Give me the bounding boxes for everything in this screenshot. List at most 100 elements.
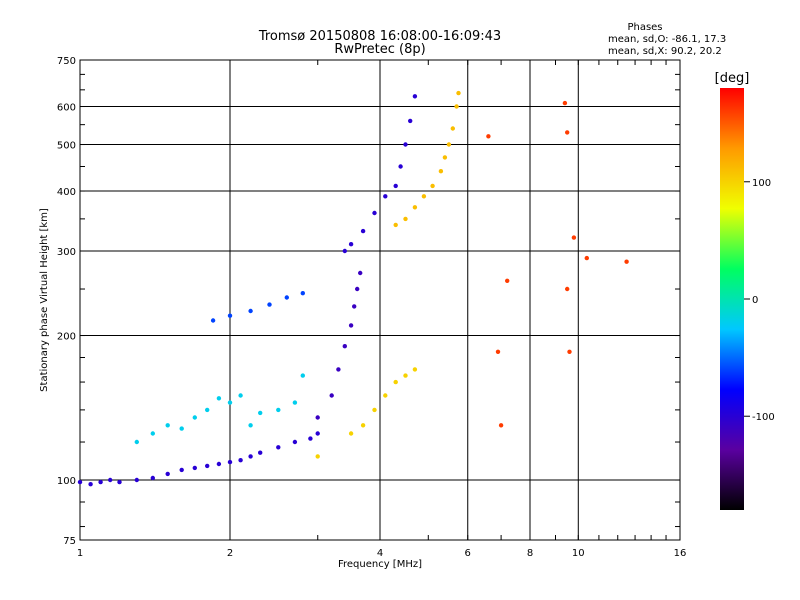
data-point: [393, 379, 398, 385]
data-point: [571, 235, 577, 240]
data-point: [565, 130, 570, 135]
data-point: [258, 410, 263, 416]
data-point: [498, 423, 504, 428]
data-point: [442, 155, 448, 160]
data-point: [315, 431, 320, 436]
data-point: [300, 373, 305, 378]
y-axis-ticks: 75 100 200 300 400 500 600 750: [57, 56, 76, 547]
data-point: [348, 431, 354, 436]
x-tick-label: 4: [377, 548, 383, 559]
data-point: [179, 426, 184, 431]
data-point: [438, 169, 444, 174]
y-tick-label: 200: [57, 332, 76, 343]
data-point: [134, 477, 139, 483]
colorbar-ticks: 100 0 -100: [744, 178, 775, 423]
data-point: [446, 142, 452, 147]
data-point: [165, 423, 170, 428]
data-point: [360, 423, 366, 428]
data-point: [412, 94, 418, 99]
data-point: [412, 205, 418, 210]
data-point: [227, 400, 233, 405]
data-point: [108, 477, 113, 483]
scatter-points: [77, 90, 629, 487]
data-point: [165, 471, 170, 477]
data-point: [430, 183, 435, 189]
y-tick-label: 500: [57, 141, 76, 152]
data-point: [267, 302, 272, 307]
x-axis-label: Frequency [MHz]: [338, 559, 422, 570]
data-point: [276, 445, 281, 450]
data-point: [372, 210, 377, 216]
x-tick-label: 6: [465, 548, 471, 559]
data-point: [227, 313, 233, 318]
colorbar-tick-label: 0: [752, 295, 758, 306]
stats-title: Phases: [627, 22, 662, 33]
y-tick-label: 600: [57, 103, 76, 114]
data-point: [276, 407, 281, 413]
data-point: [348, 242, 354, 247]
data-point: [505, 278, 510, 283]
data-point: [216, 396, 222, 401]
x-axis-ticks: 1 2 4 6 8 10 16: [77, 548, 687, 559]
data-point: [403, 373, 408, 378]
data-point: [456, 90, 461, 96]
data-point: [454, 104, 459, 109]
data-point: [238, 458, 243, 463]
data-point: [248, 423, 253, 428]
data-point: [248, 454, 253, 459]
data-point: [227, 459, 233, 465]
data-point: [360, 228, 366, 234]
data-point: [134, 439, 139, 445]
data-point: [192, 415, 197, 420]
y-tick-label: 400: [57, 187, 76, 198]
data-point: [248, 308, 253, 314]
colorbar-tick-label: 100: [752, 178, 771, 189]
data-point: [192, 465, 197, 471]
data-point: [308, 436, 313, 441]
data-point: [258, 450, 263, 455]
y-tick-label: 100: [57, 476, 76, 487]
data-point: [179, 467, 184, 473]
data-point: [216, 461, 222, 467]
data-point: [210, 318, 216, 323]
x-tick-label: 16: [674, 548, 687, 559]
chart-subtitle: RwPretec (8p): [334, 42, 425, 57]
data-point: [495, 349, 501, 354]
data-point: [205, 463, 210, 469]
colorbar: [720, 88, 744, 510]
y-tick-label: 300: [57, 247, 76, 258]
data-point: [117, 479, 122, 485]
data-point: [315, 415, 320, 420]
data-point: [403, 216, 408, 222]
stats-line-o: mean, sd,O: -86.1, 17.3: [608, 34, 726, 45]
data-point: [292, 439, 298, 445]
data-point: [408, 118, 413, 124]
data-point: [358, 270, 363, 276]
data-point: [342, 344, 347, 349]
x-tick-label: 8: [527, 548, 533, 559]
x-tick-label: 2: [227, 548, 233, 559]
data-point: [403, 142, 408, 147]
y-tick-label: 750: [57, 56, 76, 67]
x-tick-label: 10: [572, 548, 585, 559]
data-point: [88, 482, 93, 487]
data-point: [77, 479, 83, 485]
data-point: [383, 194, 388, 199]
data-point: [562, 100, 568, 106]
data-point: [393, 183, 398, 189]
data-point: [348, 323, 354, 328]
data-point: [486, 134, 491, 139]
y-axis-label: Stationary phase Virtual Height [km]: [39, 208, 50, 392]
data-point: [421, 194, 427, 199]
colorbar-tick-label: -100: [752, 412, 775, 423]
y-tick-label: 75: [63, 536, 76, 547]
grid-lines: [79, 60, 680, 540]
chart-title: Tromsø 20150808 16:08:00-16:09:43: [258, 29, 501, 44]
data-point: [284, 295, 289, 300]
data-point: [584, 255, 589, 261]
data-point: [352, 304, 357, 309]
data-point: [238, 393, 243, 398]
data-point: [567, 349, 572, 354]
data-point: [205, 407, 210, 413]
